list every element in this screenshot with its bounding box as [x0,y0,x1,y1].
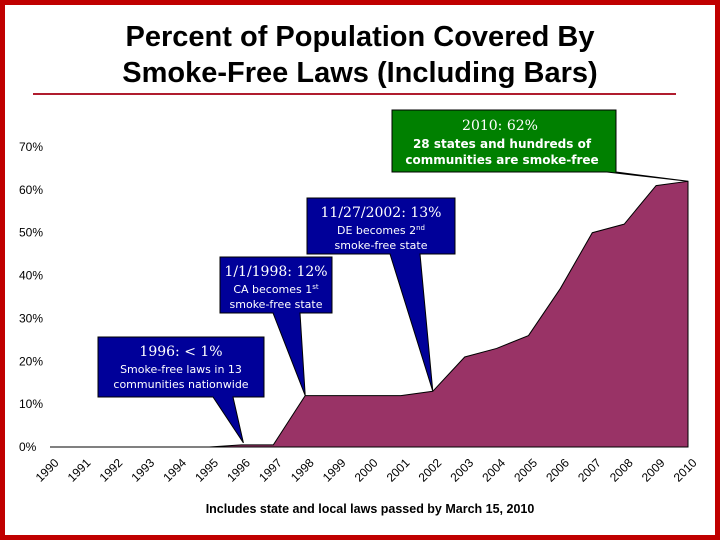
callout-text: 28 states and hundreds of [413,137,592,151]
callout-1998: 1/1/1998: 12% CA becomes 1st smoke-free st… [219,256,333,396]
callout-text: CA becomes 1st [233,283,319,296]
y-tick-label: 40% [19,269,43,283]
y-tick-label: 60% [19,183,43,197]
callout-text: communities nationwide [113,378,248,391]
y-tick-label: 0% [19,440,37,454]
footnote: Includes state and local laws passed by … [205,502,535,516]
callout-heading: 11/27/2002: 13% [321,205,442,221]
callout-text: Smoke-free laws in 13 [120,363,242,376]
x-tick-label: 1998 [288,456,317,485]
title-line-1: Percent of Population Covered By [125,21,595,53]
x-tick-label: 2001 [384,456,413,485]
y-tick-label: 30% [19,311,43,325]
x-tick-label: 2010 [671,456,700,485]
callout-text: DE becomes 2nd [337,224,425,237]
title-divider [33,93,676,95]
x-tick-label: 1992 [97,456,126,485]
callout-shape [219,256,333,396]
x-tick-label: 1993 [128,456,157,485]
x-tick-label: 1995 [192,456,221,485]
title-line-2: Smoke-Free Laws (Including Bars) [122,57,598,89]
x-tick-label: 2008 [607,456,636,485]
x-tick-label: 2009 [639,456,668,485]
x-tick-label: 2002 [416,456,445,485]
x-tick-label: 1999 [320,456,349,485]
y-axis: 0% 10% 20% 30% 40% 50% 60% 70% [19,140,43,454]
callout-heading: 2010: 62% [462,118,538,134]
area-series [50,180,689,448]
callout-2002: 11/27/2002: 13% DE becomes 2nd smoke-free … [306,197,456,392]
x-tick-label: 1990 [33,456,62,485]
y-tick-label: 70% [19,140,43,154]
x-tick-label: 1994 [160,456,189,485]
x-tick-label: 1991 [65,456,94,485]
x-tick-label: 1996 [224,456,253,485]
callout-heading: 1/1/1998: 12% [224,264,327,280]
area-layer [50,180,689,448]
callout-shape [306,197,456,392]
y-tick-label: 20% [19,354,43,368]
callouts: 1996: < 1% Smoke-free laws in 13 communiti… [97,109,689,444]
callout-text: smoke-free state [230,298,323,311]
x-tick-label: 1997 [256,456,285,485]
callout-heading: 1996: < 1% [139,344,222,360]
callout-shape [391,109,689,182]
x-tick-label: 2005 [511,456,540,485]
callout-shape [97,336,265,444]
x-tick-label: 2007 [575,456,604,485]
chart-title: Percent of Population Covered By Smoke-F… [5,19,715,91]
x-tick-label: 2004 [479,456,508,485]
x-tick-label: 2003 [447,456,476,485]
callout-text: communities are smoke-free [405,153,598,167]
x-axis: 1990 1991 1992 1993 1994 1995 1996 1997 1998 1999… [33,456,700,485]
callout-2010: 2010: 62% 28 states and hundreds of commun… [391,109,689,182]
y-tick-label: 50% [19,226,43,240]
x-tick-label: 2006 [543,456,572,485]
callout-text: smoke-free state [335,239,428,252]
y-tick-label: 10% [19,397,43,411]
callout-1996: 1996: < 1% Smoke-free laws in 13 communiti… [97,336,265,444]
x-tick-label: 2000 [352,456,381,485]
